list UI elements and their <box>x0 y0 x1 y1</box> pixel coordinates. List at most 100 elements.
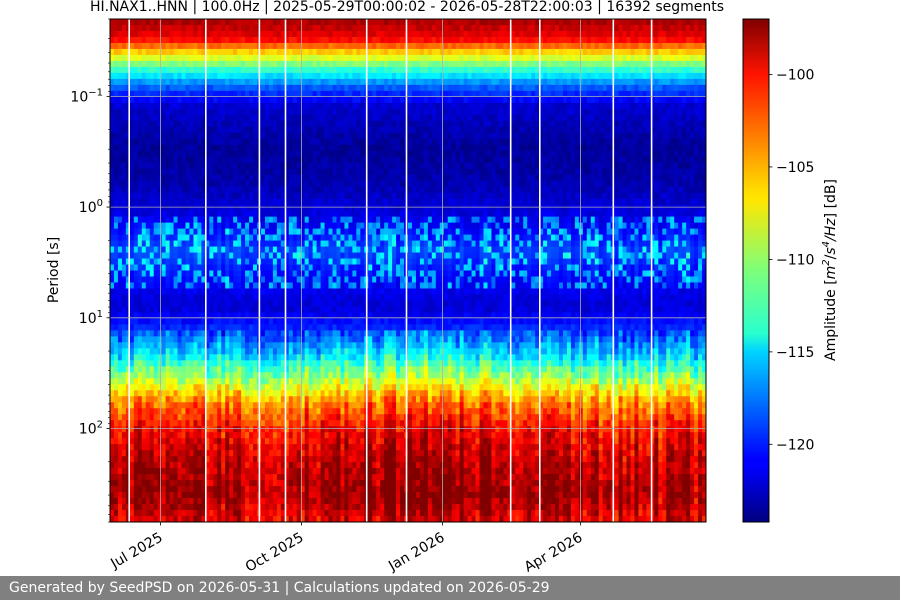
heatmap-cell <box>268 144 274 152</box>
heatmap-cell <box>336 384 341 391</box>
heatmap-cell <box>276 228 282 235</box>
heatmap-cell <box>113 192 119 200</box>
heatmap-cell <box>304 60 310 68</box>
heatmap-cell <box>308 276 314 283</box>
heatmap-cell <box>197 354 202 361</box>
heatmap-cell <box>225 168 230 176</box>
heatmap-cell <box>344 102 349 110</box>
heatmap-cell <box>141 282 147 289</box>
heatmap-cell <box>173 504 178 511</box>
heatmap-cell <box>217 186 222 194</box>
heatmap-cell <box>268 150 274 158</box>
heatmap-cell <box>113 474 119 481</box>
heatmap-cell <box>185 468 190 475</box>
heatmap-cell <box>173 78 178 86</box>
heatmap-cell <box>284 84 290 92</box>
heatmap-cell <box>173 126 178 134</box>
heatmap-cell <box>141 210 147 218</box>
heatmap-cell <box>133 66 139 74</box>
heatmap-cell <box>157 234 163 241</box>
heatmap-cell <box>193 486 198 493</box>
heatmap-cell <box>185 378 190 385</box>
heatmap-cell <box>276 510 282 517</box>
heatmap-cell <box>288 234 294 241</box>
heatmap-cell <box>125 450 131 457</box>
heatmap-cell <box>213 126 218 134</box>
heatmap-cell <box>201 168 206 176</box>
heatmap-cell <box>217 60 222 68</box>
heatmap-cell <box>268 360 274 367</box>
heatmap-cell <box>149 276 155 283</box>
heatmap-cell <box>161 174 167 182</box>
heatmap-cell <box>253 258 258 265</box>
heatmap-cell <box>125 342 131 349</box>
heatmap-cell <box>121 348 127 355</box>
heatmap-cell <box>229 438 234 445</box>
heatmap-cell <box>233 510 238 517</box>
heatmap-cell <box>153 96 159 104</box>
heatmap-cell <box>173 180 178 188</box>
heatmap-cell <box>320 246 325 253</box>
heatmap-cell <box>110 192 115 200</box>
heatmap-cell <box>161 108 167 116</box>
heatmap-cell <box>225 198 230 206</box>
heatmap-cell <box>233 390 238 397</box>
heatmap-cell <box>249 264 254 271</box>
heatmap-cell <box>121 312 127 319</box>
heatmap-cell <box>181 144 186 152</box>
heatmap-cell <box>217 438 222 445</box>
heatmap-cell <box>217 288 222 295</box>
heatmap-cell <box>201 162 206 170</box>
heatmap-cell <box>300 156 306 164</box>
heatmap-cell <box>165 516 170 523</box>
heatmap-cell <box>308 504 314 511</box>
heatmap-cell <box>157 156 163 164</box>
heatmap-cell <box>328 108 333 116</box>
heatmap-cell <box>241 300 246 307</box>
heatmap-cell <box>316 336 321 343</box>
heatmap-cell <box>229 126 234 134</box>
heatmap-cell <box>308 192 314 200</box>
heatmap-cell <box>253 78 258 86</box>
heatmap-cell <box>288 144 294 152</box>
heatmap-cell <box>308 228 314 235</box>
heatmap-cell <box>276 42 282 50</box>
heatmap-cell <box>125 90 131 98</box>
heatmap-cell <box>173 168 178 176</box>
heatmap-cell <box>149 138 155 146</box>
heatmap-cell <box>157 126 163 134</box>
heatmap-cell <box>268 402 274 409</box>
heatmap-cell <box>241 456 246 463</box>
heatmap-cell <box>268 348 274 355</box>
heatmap-cell <box>197 228 202 235</box>
heatmap-cell <box>133 420 139 427</box>
heatmap-cell <box>264 300 270 307</box>
heatmap-cell <box>260 498 266 505</box>
heatmap-cell <box>141 228 147 235</box>
heatmap-cell <box>181 270 186 277</box>
heatmap-cell <box>225 66 230 74</box>
heatmap-cell <box>284 414 290 421</box>
heatmap-cell <box>209 426 214 433</box>
heatmap-cell <box>121 180 127 188</box>
heatmap-cell <box>161 330 167 337</box>
heatmap-cell <box>129 120 135 128</box>
heatmap-cell <box>181 252 186 259</box>
heatmap-cell <box>205 414 210 421</box>
heatmap-cell <box>205 462 210 469</box>
heatmap-cell <box>165 492 170 499</box>
heatmap-cell <box>304 294 310 301</box>
heatmap-cell <box>145 438 151 445</box>
heatmap-cell <box>332 510 337 517</box>
heatmap-cell <box>189 354 194 361</box>
heatmap-cell <box>189 426 194 433</box>
heatmap-cell <box>117 120 123 128</box>
heatmap-cell <box>312 276 318 283</box>
heatmap-cell <box>121 84 127 92</box>
heatmap-cell <box>312 36 318 44</box>
heatmap-cell <box>300 450 306 457</box>
heatmap-cell <box>292 498 298 505</box>
heatmap-cell <box>149 354 155 361</box>
heatmap-cell <box>316 168 321 176</box>
heatmap-cell <box>292 144 298 152</box>
